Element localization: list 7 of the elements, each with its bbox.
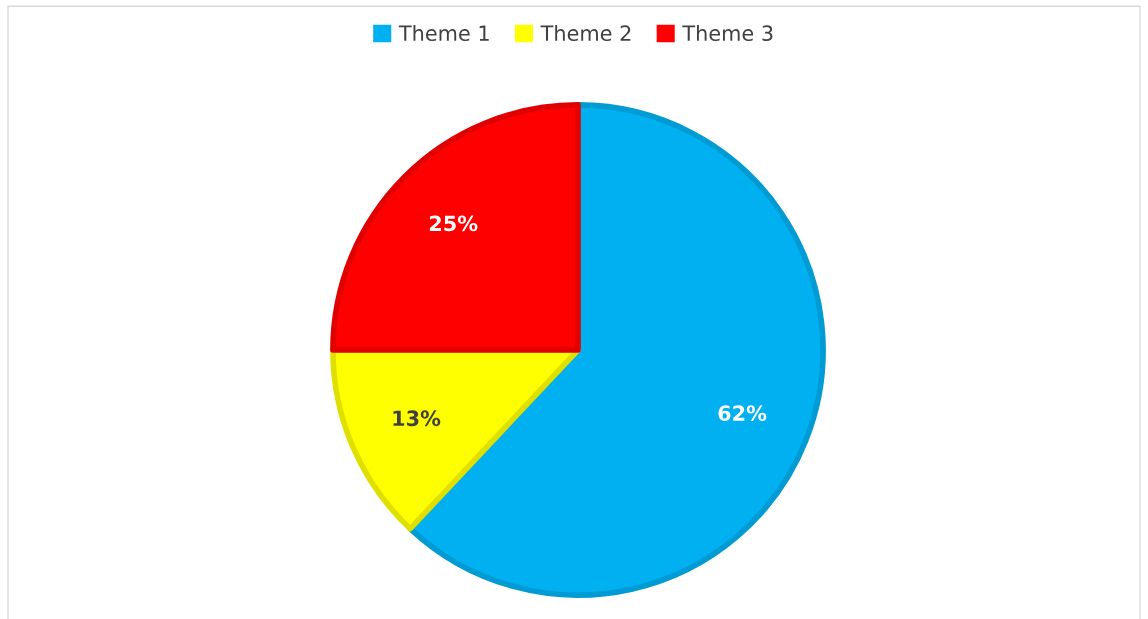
pie-slice: [330, 102, 581, 353]
data-label: 25%: [429, 215, 478, 232]
legend-label: Theme 2: [540, 24, 631, 42]
data-label: 62%: [718, 405, 767, 422]
legend-label: Theme 3: [682, 24, 773, 42]
data-label: 13%: [393, 410, 441, 427]
legend-label: Theme 1: [398, 24, 489, 42]
